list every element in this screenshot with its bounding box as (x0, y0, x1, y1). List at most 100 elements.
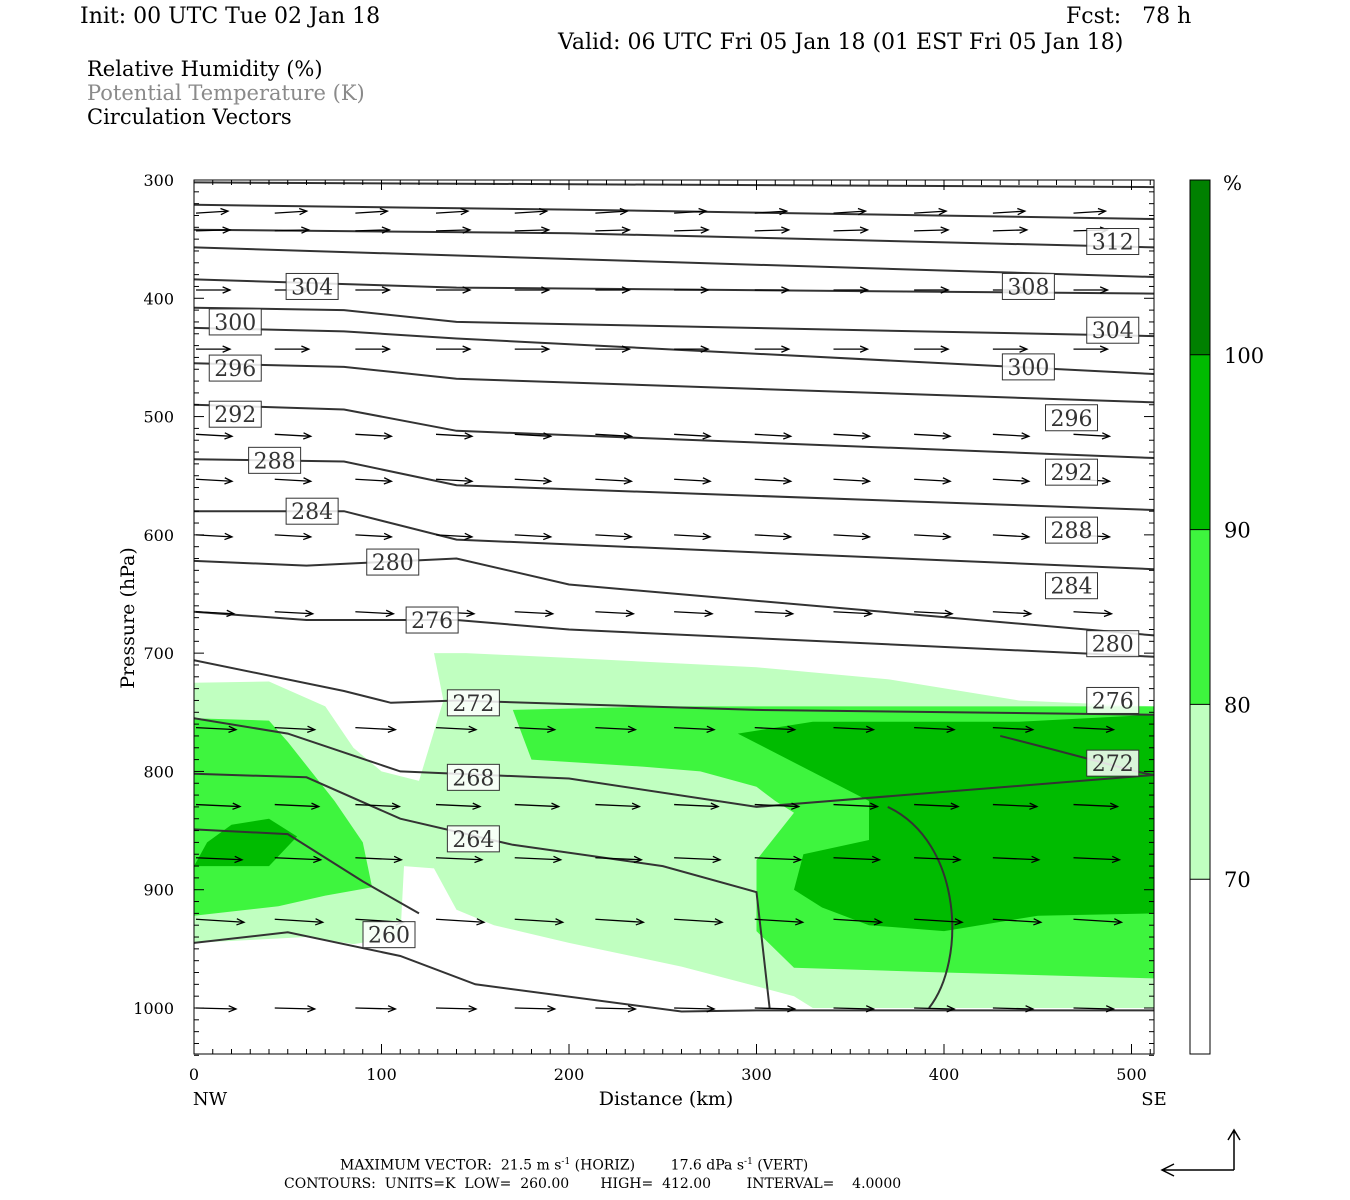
contour-label-text: 272 (452, 692, 494, 717)
circulation-vector-11-3-head (476, 918, 486, 926)
vert-unit-exponent: -1 (744, 1157, 753, 1167)
circulation-vector-11-5 (595, 918, 646, 926)
circulation-vector-3-3 (436, 345, 472, 353)
y-tick-label: 900 (143, 881, 174, 900)
circulation-vector-1-3-head (462, 226, 472, 234)
circulation-vector-9-0 (195, 802, 242, 810)
circulation-vector-8-11-shaft (1073, 727, 1114, 731)
circulation-vector-4-9 (914, 432, 952, 440)
contour-label-292: 292 (1045, 458, 1098, 486)
legend-circulation-vectors: Circulation Vectors (87, 105, 292, 129)
circulation-vector-3-11 (1073, 345, 1110, 353)
contour-label-text: 288 (1051, 519, 1093, 544)
circulation-vector-8-2-shaft (355, 727, 396, 731)
circulation-vector-4-2-shaft (355, 433, 392, 437)
contour-label-box (208, 354, 262, 382)
circulation-vector-9-8 (833, 802, 880, 810)
circulation-vector-1-2 (355, 226, 392, 234)
circulation-vector-8-0-head (228, 725, 238, 734)
contour-label-box (285, 497, 339, 525)
circulation-vector-10-8-head (871, 855, 882, 864)
circulation-vector-4-11-shaft (1073, 433, 1110, 437)
circulation-vector-12-7-shaft (754, 1007, 795, 1010)
circulation-vector-0-1 (274, 207, 309, 216)
circulation-vector-2-8 (833, 286, 870, 294)
contour-label-text: 296 (214, 357, 256, 382)
circulation-vector-8-11-head (1105, 725, 1116, 734)
circulation-vector-9-6 (674, 802, 720, 810)
circulation-vector-4-3 (435, 432, 474, 440)
circulation-vector-1-3-shaft (435, 229, 471, 232)
circulation-vector-11-5-head (635, 918, 646, 926)
circulation-vector-4-7 (754, 432, 793, 440)
circulation-vector-7-7-head (785, 609, 795, 618)
circulation-vector-11-1-head (314, 918, 325, 926)
colorbar-level-label: 100 (1224, 344, 1264, 368)
colorbar-level-label: 90 (1224, 519, 1251, 543)
circulation-vector-4-11-head (1101, 432, 1112, 440)
contour-label-box (446, 825, 500, 853)
circulation-vector-6-9-shaft (914, 534, 951, 538)
y-tick-label: 1000 (133, 999, 174, 1018)
relative-humidity-fill (194, 653, 1154, 1008)
circulation-vector-6-1-shaft (274, 534, 311, 538)
circulation-vector-3-3-head (462, 345, 472, 353)
circulation-vector-7-6-head (704, 609, 714, 618)
circulation-vector-10-7-shaft (754, 857, 801, 861)
circulation-vector-11-7-head (794, 918, 805, 926)
colorbar-segment-0 (1190, 180, 1210, 355)
circulation-vector-11-11-head (1113, 918, 1124, 926)
circulation-vector-8-3-shaft (435, 727, 477, 731)
circulation-vector-12-3 (435, 1005, 478, 1013)
circulation-vector-1-2-head (381, 226, 392, 234)
circulation-vector-4-5 (595, 432, 634, 440)
circulation-vector-9-2-shaft (355, 803, 400, 808)
circulation-vector-8-1 (274, 725, 317, 734)
circulation-vector-3-0-head (222, 345, 232, 353)
circulation-vector-1-4-head (541, 226, 551, 234)
circulation-vector-6-0-head (224, 532, 234, 541)
circulation-vector-12-11-head (1105, 1005, 1116, 1013)
circulation-vector-9-10 (992, 802, 1039, 810)
contour-label-box (1086, 749, 1140, 777)
circulation-vector-3-2-head (381, 345, 392, 353)
contour-label-text: 288 (254, 449, 296, 474)
circulation-vector-9-0-shaft (195, 803, 241, 808)
circulation-vector-5-0 (195, 477, 234, 485)
circulation-vector-1-7-shaft (754, 229, 789, 232)
circulation-vector-8-8-head (865, 725, 876, 734)
contour-label-292: 292 (208, 400, 262, 428)
circulation-vector-7-8-shaft (833, 611, 872, 615)
circulation-vector-4-11 (1073, 432, 1112, 440)
contour-label-text: 272 (1092, 752, 1134, 777)
circulation-vector-0-7 (754, 207, 789, 216)
circulation-vector-0-7-head (778, 207, 789, 216)
circulation-vector-8-2-head (387, 725, 398, 734)
circulation-vector-1-10-head (1019, 226, 1029, 234)
circulation-vector-5-3 (435, 477, 474, 485)
theta-isoline-8 (194, 403, 1154, 459)
max-vector-vert-label: (HORIZ) 17.6 dPa s (570, 1157, 745, 1174)
circulation-vector-8-10-shaft (992, 727, 1033, 731)
circulation-vector-7-0-shaft (195, 611, 235, 615)
circulation-vector-4-9-shaft (914, 433, 951, 437)
theta-isoline-curl-1 (887, 806, 954, 1009)
circulation-vector-1-0-shaft (195, 229, 231, 232)
circulation-vector-8-6-head (706, 725, 716, 734)
contour-label-box (1045, 404, 1098, 432)
contour-label-box (366, 548, 420, 576)
circulation-vector-9-1-shaft (274, 803, 319, 808)
circulation-vector-5-7 (754, 477, 793, 485)
circulation-vector-7-9-shaft (914, 611, 953, 615)
circulation-vector-5-6 (674, 477, 712, 485)
theta-isoline-12 (194, 610, 1154, 658)
circulation-vector-7-11-shaft (1073, 611, 1112, 615)
circulation-vector-11-10 (992, 918, 1043, 926)
circulation-vector-2-4 (514, 286, 551, 294)
circulation-vector-3-1-head (301, 345, 311, 353)
circulation-vector-6-8-head (861, 532, 872, 541)
circulation-vector-2-3-head (462, 286, 472, 294)
circulation-vector-6-2-shaft (355, 534, 392, 538)
reference-vector-vertical (1227, 1128, 1241, 1170)
circulation-vector-12-4 (514, 1005, 557, 1013)
